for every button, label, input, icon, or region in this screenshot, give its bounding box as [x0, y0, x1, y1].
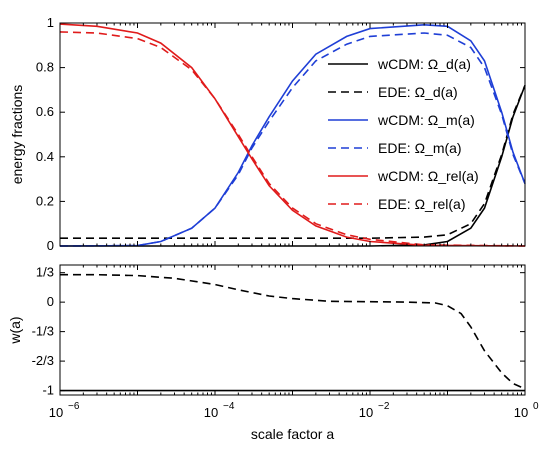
y-tick-label: 0.4 [36, 149, 54, 164]
legend-entry: wCDM: Ω_rel(a) [377, 168, 479, 184]
top-panel-energy-fractions: 0 0.2 0.4 0.6 0.8 1 energy fractions wCDM: Ω_d(… [9, 15, 526, 253]
y-tick-label: 0.2 [36, 193, 54, 208]
y-axis-label: energy fractions [9, 85, 25, 185]
series-line-ede-d [60, 85, 526, 239]
bottom-panel-equation-of-state: 1/3 0 -1/3 -2/3 -1 w(a) 10 −6 10 −4 10 −2 10 0 scale f… [7, 264, 539, 442]
legend-entry: wCDM: Ω_m(a) [377, 112, 475, 128]
y-tick-label: -1 [42, 383, 54, 398]
x-tick-exponent: −6 [68, 401, 80, 412]
x-tick-exponent: −4 [223, 401, 235, 412]
y-tick-label: 1 [47, 15, 54, 30]
y-axis-label: w(a) [7, 316, 23, 344]
x-tick-label: 10 [514, 405, 528, 420]
legend-entry: EDE: Ω_rel(a) [378, 196, 466, 212]
series-line-wcdm-d [60, 85, 526, 247]
x-tick-label: 10 [204, 405, 218, 420]
y-tick-label: 1/3 [36, 265, 54, 280]
series-line-ede-w [60, 273, 526, 390]
series-line-wcdm-rel [59, 23, 526, 247]
y-tick-label: -1/3 [32, 324, 54, 339]
series-line-ede-m [59, 32, 526, 247]
y-tick-label: -2/3 [32, 353, 54, 368]
y-tick-label: 0.8 [36, 60, 54, 75]
legend-entry: EDE: Ω_d(a) [378, 84, 458, 100]
x-tick-label: 10 [359, 405, 373, 420]
x-axis-label: scale factor a [251, 426, 334, 442]
plot-frame [59, 264, 526, 396]
y-tick-label: 0 [47, 238, 54, 253]
x-tick-exponent: −2 [378, 401, 390, 412]
legend-entry: wCDM: Ω_d(a) [377, 56, 471, 72]
x-tick-label: 10 [49, 405, 63, 420]
x-tick-exponent: 0 [533, 401, 539, 412]
y-tick-label: 0.6 [36, 104, 54, 119]
y-tick-label: 0 [47, 294, 54, 309]
legend-entry: EDE: Ω_m(a) [378, 140, 462, 156]
